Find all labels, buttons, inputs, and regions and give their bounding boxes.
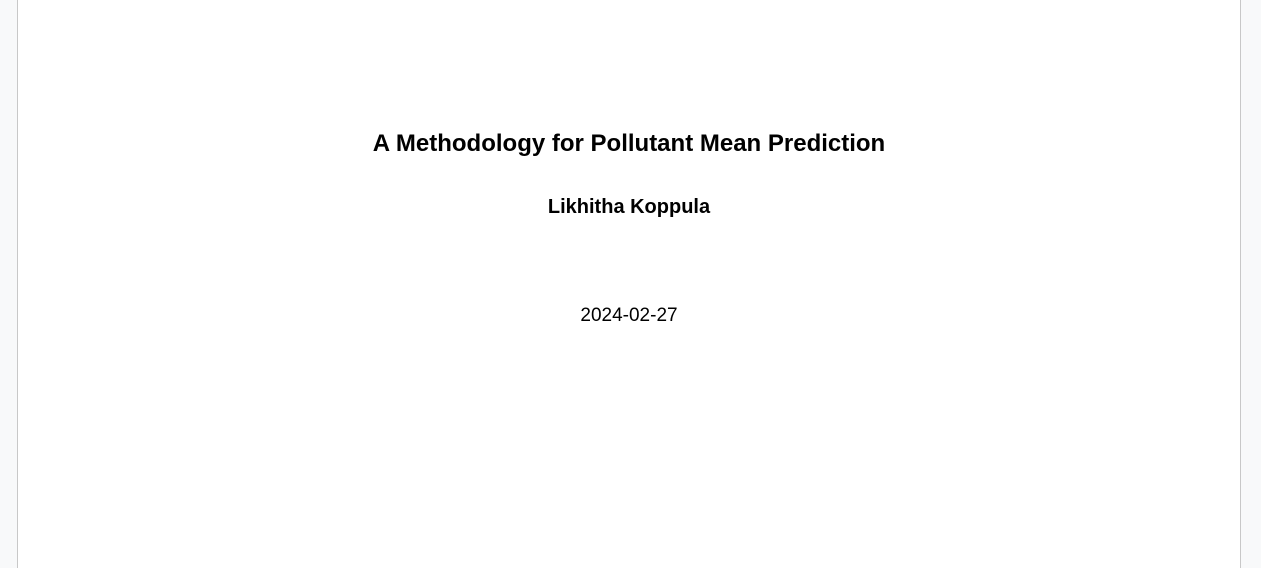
document-title: A Methodology for Pollutant Mean Predict… [372,130,886,157]
document-author: Likhitha Koppula [547,196,711,218]
document-date: 2024-02-27 [580,305,678,326]
document-page: A Methodology for Pollutant Mean Predict… [17,0,1241,568]
